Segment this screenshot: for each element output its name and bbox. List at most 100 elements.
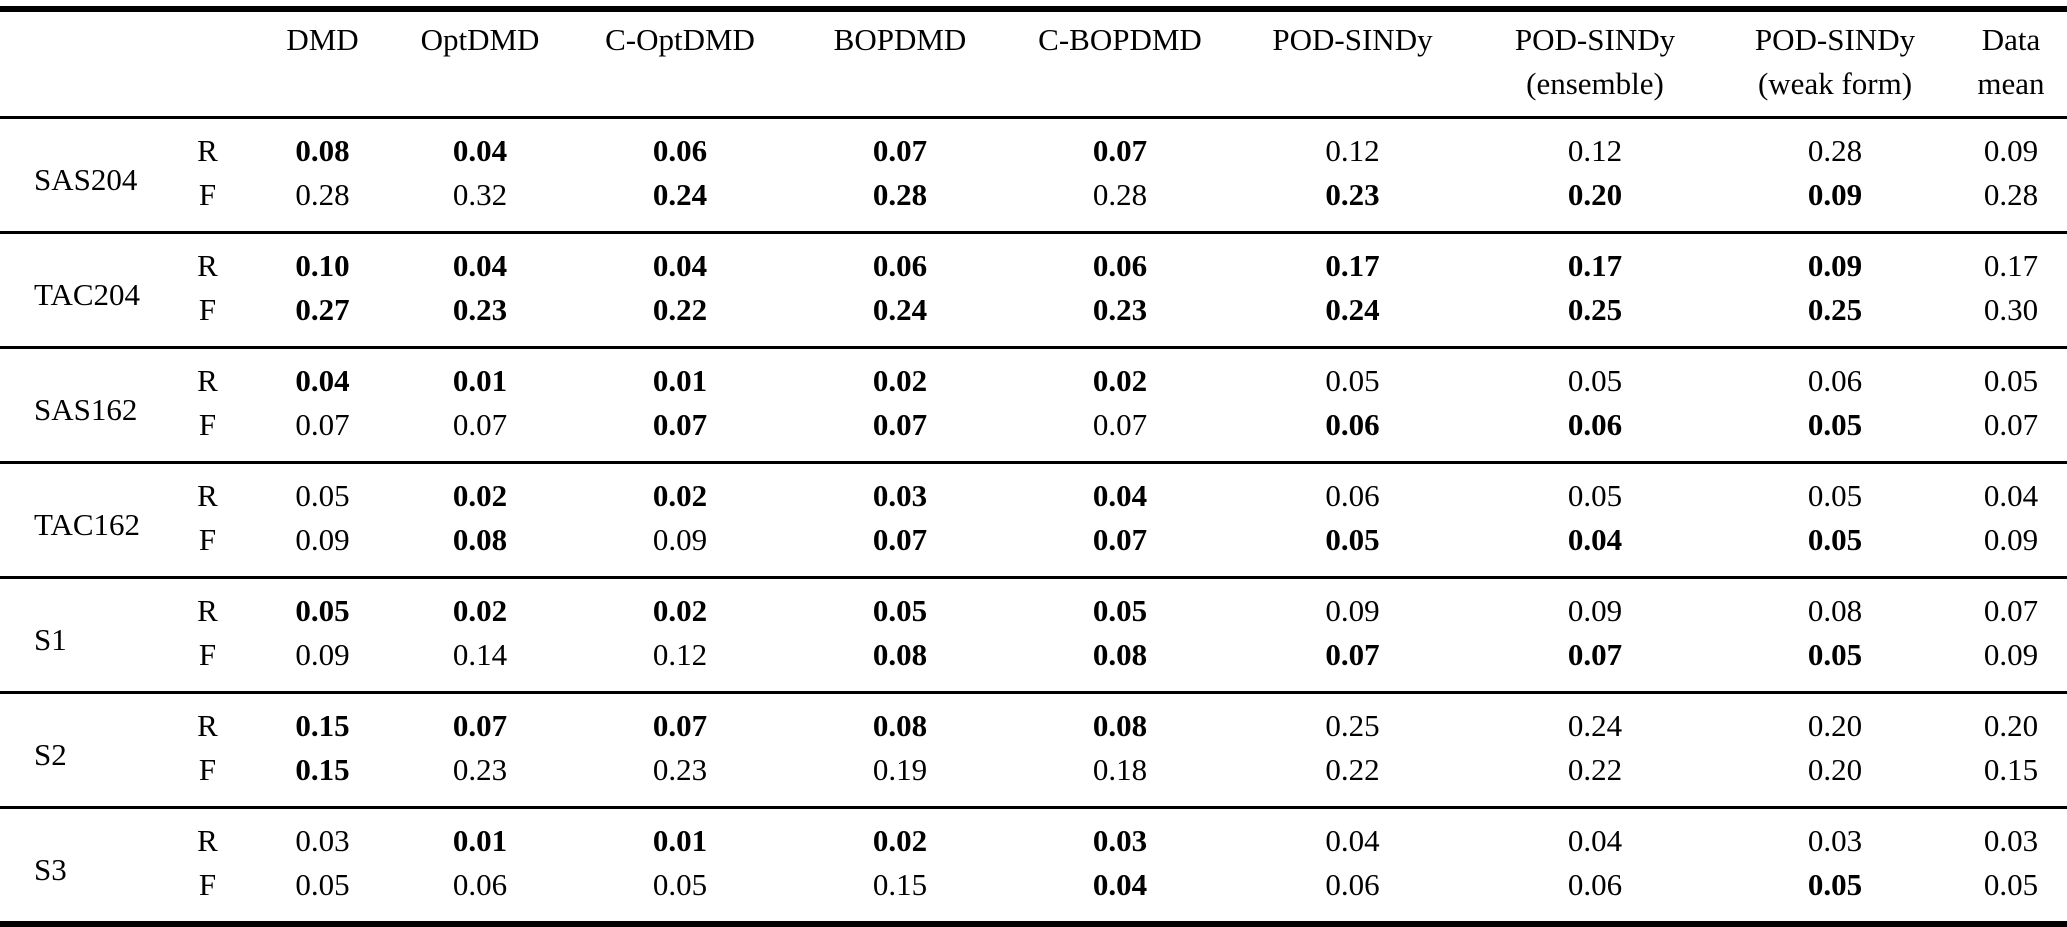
value-cell: 0.02 [570, 461, 790, 518]
value-cell: 0.07 [1955, 576, 2067, 633]
corner-cell [0, 9, 160, 119]
value-cell: 0.25 [1230, 691, 1475, 748]
value-cell: 0.08 [790, 691, 1010, 748]
value-cell: 0.06 [1230, 461, 1475, 518]
value-cell: 0.28 [1092, 177, 1148, 212]
metric-header-cell [160, 9, 255, 119]
value-cell: 0.05 [1807, 867, 1863, 902]
value-cell: 0.03 [1010, 806, 1230, 863]
value-cell: 0.05 [1010, 576, 1230, 633]
value-cell: 0.10 [255, 231, 390, 288]
value-cell: 0.32 [452, 177, 508, 212]
value-cell: 0.09 [1475, 576, 1715, 633]
table-row-sas162-r: SAS162 R 0.04 0.01 0.01 0.02 0.02 0.05 0.05 0.06 0… [0, 346, 2067, 463]
value-cell: 0.30 [1983, 292, 2039, 327]
value-cell: 0.28 [872, 177, 928, 212]
value-cell: 0.04 [1475, 806, 1715, 863]
row-label-s2: S2 [0, 691, 160, 808]
value-cell: 0.08 [872, 637, 928, 672]
column-header-c-optdmd: C-OptDMD [570, 9, 790, 119]
column-header-pod-sindy: POD-SINDy [1230, 9, 1475, 119]
value-cell: 0.28 [1983, 177, 2039, 212]
metric-label: F [198, 407, 217, 442]
value-cell: 0.07 [872, 133, 928, 168]
column-header-data-mean: Data mean [1955, 9, 2067, 119]
value-cell: 0.15 [872, 867, 928, 902]
table-row-s2-r: S2 R 0.15 0.07 0.07 0.08 0.08 0.25 0.24 0.20 0.20 [0, 691, 2067, 808]
value-cell: 0.05 [1325, 522, 1380, 557]
value-cell: 0.07 [1092, 407, 1148, 442]
value-cell: 0.07 [1092, 522, 1148, 557]
value-cell: 0.06 [1567, 867, 1623, 902]
value-cell: 0.08 [1010, 691, 1230, 748]
row-label-tac204: TAC204 [0, 231, 160, 348]
metric-label: F [198, 637, 217, 672]
column-header-line1: BOPDMD [833, 22, 967, 57]
metric-label: F [198, 522, 217, 557]
value-cell: 0.25 [1567, 292, 1623, 327]
value-cell: 0.27 [295, 292, 350, 327]
results-table: DMD OptDMD C-OptDMD BOPDMD C-BOPDMD [0, 6, 2067, 927]
row-label-sas162: SAS162 [0, 346, 160, 463]
value-cell: 0.07 [452, 407, 508, 442]
metric-label: R [160, 806, 255, 863]
column-header-pod-sindy-ensemble: POD-SINDy (ensemble) [1475, 9, 1715, 119]
metric-label: F [198, 867, 217, 902]
value-cell: 0.09 [1983, 637, 2039, 672]
value-cell: 0.04 [1230, 806, 1475, 863]
value-cell: 0.02 [790, 806, 1010, 863]
value-cell: 0.15 [1983, 752, 2039, 787]
value-cell: 0.06 [1715, 346, 1955, 403]
row-label-s1: S1 [0, 576, 160, 693]
value-cell: 0.02 [390, 461, 570, 518]
table-header: DMD OptDMD C-OptDMD BOPDMD C-BOPDMD [0, 9, 2067, 119]
value-cell: 0.05 [255, 576, 390, 633]
value-cell: 0.06 [652, 133, 708, 168]
value-cell: 0.04 [452, 133, 508, 168]
header-row: DMD OptDMD C-OptDMD BOPDMD C-BOPDMD [0, 9, 2067, 119]
metric-label: F [198, 292, 217, 327]
value-cell: 0.12 [1567, 133, 1623, 168]
value-cell: 0.07 [652, 407, 708, 442]
value-cell: 0.03 [1955, 806, 2067, 863]
value-cell: 0.23 [1325, 177, 1380, 212]
table-row-sas204-f: F 0.28 0.32 0.24 0.28 0.28 0.23 0.20 0.09 0.28 [0, 173, 2067, 233]
value-cell: 0.28 [295, 177, 350, 212]
value-cell: 0.23 [1092, 292, 1148, 327]
column-header-line1: OptDMD [420, 22, 540, 57]
column-header-line1: C-BOPDMD [1038, 22, 1202, 57]
table-row-s3-f: F 0.05 0.06 0.05 0.15 0.04 0.06 0.06 0.05 0.05 [0, 863, 2067, 924]
table-row-s2-f: F 0.15 0.23 0.23 0.19 0.18 0.22 0.22 0.20 0.15 [0, 748, 2067, 808]
value-cell: 0.06 [1567, 407, 1623, 442]
row-label-tac162: TAC162 [0, 461, 160, 578]
value-cell: 0.09 [1983, 522, 2039, 557]
value-cell: 0.22 [1325, 752, 1380, 787]
row-label-sas204: SAS204 [34, 162, 138, 197]
value-cell: 0.09 [1230, 576, 1475, 633]
value-cell: 0.07 [1092, 133, 1148, 168]
metric-label: F [198, 752, 217, 787]
value-cell: 0.09 [295, 637, 350, 672]
column-header-line1: DMD [286, 22, 359, 57]
column-header-pod-sindy-weak-form: POD-SINDy (weak form) [1715, 9, 1955, 119]
value-cell: 0.06 [452, 867, 508, 902]
table-row-tac204-r: TAC204 R 0.10 0.04 0.04 0.06 0.06 0.17 0.17 0.09 0… [0, 231, 2067, 348]
value-cell: 0.23 [452, 292, 508, 327]
table-row-s1-r: S1 R 0.05 0.02 0.02 0.05 0.05 0.09 0.09 0.08 0.07 [0, 576, 2067, 693]
value-cell: 0.23 [452, 752, 508, 787]
value-cell: 0.05 [1807, 407, 1863, 442]
table-row-sas204-r: SAS204 R 0.08 0.04 0.06 0.07 0.07 0.12 0.12 0.28 0… [0, 118, 2067, 197]
value-cell: 0.02 [390, 576, 570, 633]
value-cell: 0.28 [1807, 133, 1863, 168]
value-cell: 0.15 [255, 691, 390, 748]
value-cell: 0.05 [295, 867, 350, 902]
metric-label: F [198, 177, 217, 212]
table-body: SAS204 R 0.08 0.04 0.06 0.07 0.07 0.12 0.12 0.28 0… [0, 118, 2067, 924]
table-row-sas162-f: F 0.07 0.07 0.07 0.07 0.07 0.06 0.06 0.05 0.07 [0, 403, 2067, 463]
value-cell: 0.05 [1983, 867, 2039, 902]
table-row-s1-f: F 0.09 0.14 0.12 0.08 0.08 0.07 0.07 0.05 0.09 [0, 633, 2067, 693]
value-cell: 0.04 [255, 346, 390, 403]
value-cell: 0.03 [790, 461, 1010, 518]
column-header-line1: POD-SINDy [1272, 22, 1433, 57]
value-cell: 0.22 [1567, 752, 1623, 787]
